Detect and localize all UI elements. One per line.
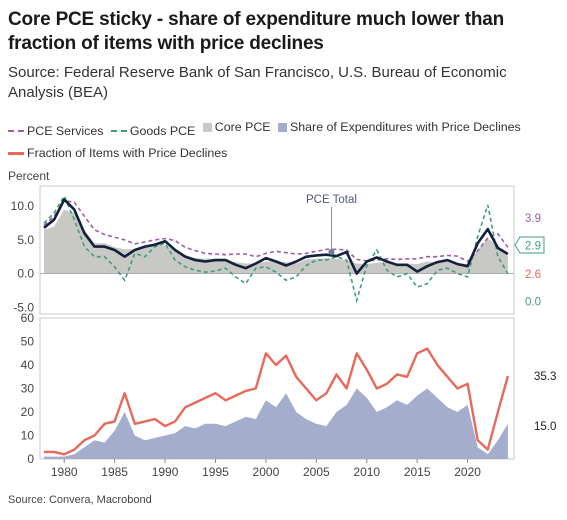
- bottom-y-tick-label: 40: [21, 358, 35, 372]
- end-label-box: [514, 236, 545, 254]
- x-tick-label: 2020: [454, 465, 481, 479]
- legend-item-share-expenditures: Share of Expenditures with Price Decline…: [278, 117, 521, 137]
- legend-label-goods-pce: Goods PCE: [129, 123, 196, 138]
- y-axis-unit-label: Percent: [8, 169, 50, 183]
- legend-label-pce-services: PCE Services: [27, 123, 104, 138]
- x-tick-label: 1980: [51, 465, 78, 479]
- legend-label-share-expenditures: Share of Expenditures with Price Decline…: [290, 120, 521, 134]
- share-expenditures-area: [44, 388, 508, 459]
- legend-item-core-pce: Core PCE: [202, 117, 271, 137]
- top-y-tick-label: -5.0: [13, 300, 34, 314]
- legend: PCE Services Goods PCE Core PCE Share of…: [8, 117, 560, 163]
- end-label-core-pce: 2.6: [525, 269, 541, 281]
- x-tick-label: 2005: [303, 465, 330, 479]
- legend-item-goods-pce: Goods PCE: [110, 121, 196, 141]
- legend-item-fraction-items: Fraction of Items with Price Declines: [8, 143, 227, 163]
- chart-title: Core PCE sticky - share of expenditure m…: [8, 9, 504, 54]
- x-tick-label: 1990: [152, 465, 179, 479]
- end-label-fraction-items: 35.3: [534, 371, 556, 383]
- legend-swatch-share-expenditures: [278, 122, 288, 132]
- bottom-y-tick-label: 60: [21, 311, 35, 325]
- fraction-items-line: [44, 347, 510, 456]
- pce-total-line: [43, 198, 509, 275]
- x-tick-label: 1995: [202, 465, 229, 479]
- x-tick-label: 1985: [101, 465, 128, 479]
- end-label-goods-pce: 0.0: [525, 296, 541, 308]
- bottom-y-tick-label: 0: [27, 452, 34, 466]
- x-tick-label: 2015: [404, 465, 431, 479]
- annotation-pce-total: PCE Total: [306, 194, 357, 206]
- top-y-tick-label: 0.0: [17, 267, 34, 281]
- legend-swatch-goods-pce: [110, 129, 127, 132]
- top-y-tick-label: 5.0: [17, 233, 34, 247]
- legend-swatch-fraction-items: [8, 151, 24, 155]
- bottom-y-tick-label: 50: [21, 335, 35, 349]
- x-tick-label: 2010: [353, 465, 380, 479]
- legend-label-fraction-items: Fraction of Items with Price Declines: [27, 146, 228, 160]
- chart-subtitle: Source: Federal Reserve Bank of San Fran…: [8, 64, 507, 101]
- end-label-pce-services: 3.9: [525, 213, 541, 225]
- legend-swatch-pce-services: [8, 129, 24, 132]
- bottom-y-tick-label: 20: [21, 405, 35, 419]
- core-pce-area: [44, 209, 508, 274]
- annotation-marker: [328, 249, 335, 256]
- x-tick-label: 2000: [253, 465, 280, 479]
- goods-pce-line: [43, 194, 509, 304]
- end-label-pce-total: 2.9: [525, 240, 541, 252]
- legend-label-core-pce: Core PCE: [214, 120, 271, 134]
- legend-item-pce-services: PCE Services: [8, 121, 103, 141]
- legend-swatch-core-pce: [202, 122, 212, 132]
- top-y-tick-label: 10.0: [11, 199, 35, 213]
- top-panel-frame: [39, 185, 515, 315]
- source-note: Source: Convera, Macrobond: [8, 494, 152, 506]
- top-panel: 10.0 5.0 0.0 -5.0 PCE Total 3.9 2.9 2.6 0.0: [11, 185, 545, 315]
- bottom-y-tick-label: 30: [21, 382, 35, 396]
- bottom-y-tick-label: 10: [21, 429, 35, 443]
- end-label-share-expenditures: 15.0: [534, 421, 556, 433]
